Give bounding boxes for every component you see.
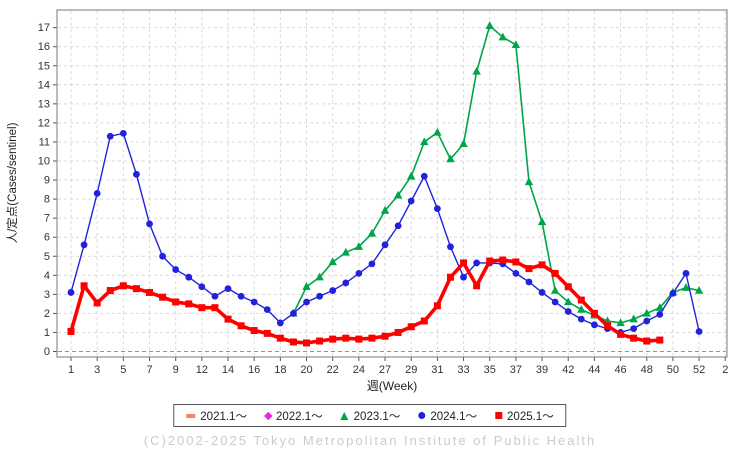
legend-item-20231: 2023.1～ (340, 408, 401, 424)
svg-text:9: 9 (173, 364, 179, 376)
svg-text:1: 1 (68, 364, 74, 376)
svg-text:14: 14 (222, 364, 234, 376)
svg-text:31: 31 (431, 364, 443, 376)
svg-text:46: 46 (614, 364, 626, 376)
svg-text:29: 29 (405, 364, 417, 376)
svg-text:10: 10 (38, 156, 50, 168)
legend-label: 2024.1～ (430, 410, 478, 423)
svg-text:1: 1 (44, 327, 50, 339)
svg-text:27: 27 (379, 364, 391, 376)
square-marker-icon (495, 412, 503, 419)
x-axis-title: 週(Week) (367, 379, 417, 393)
svg-text:2: 2 (44, 308, 50, 320)
triangle-marker-icon (340, 411, 349, 420)
svg-text:12: 12 (38, 117, 50, 129)
svg-text:7: 7 (146, 364, 152, 376)
data-series (67, 21, 704, 347)
svg-text:11: 11 (39, 136, 50, 148)
svg-text:2: 2 (722, 364, 728, 376)
svg-text:16: 16 (248, 364, 260, 376)
svg-text:22: 22 (327, 364, 339, 376)
svg-text:17: 17 (38, 22, 50, 34)
svg-text:6: 6 (44, 232, 50, 244)
circle-marker-icon (418, 412, 426, 419)
y-axis-title: 人/定点(Cases/sentinel) (5, 122, 19, 243)
legend-item-20221: 2022.1～ (263, 408, 323, 424)
dash-marker-icon (186, 413, 196, 418)
svg-text:48: 48 (641, 364, 653, 376)
svg-text:4: 4 (44, 270, 50, 282)
svg-text:0: 0 (44, 346, 50, 358)
svg-text:24: 24 (353, 364, 365, 376)
svg-text:5: 5 (44, 251, 50, 263)
svg-text:12: 12 (196, 364, 208, 376)
diamond-marker-icon (263, 411, 273, 420)
svg-text:7: 7 (44, 213, 50, 225)
svg-text:52: 52 (693, 364, 705, 376)
svg-text:44: 44 (588, 364, 600, 376)
legend-label: 2022.1～ (275, 410, 323, 423)
svg-text:35: 35 (484, 364, 496, 376)
svg-text:16: 16 (38, 41, 50, 53)
svg-text:13: 13 (38, 98, 50, 110)
legend-label: 2025.1～ (507, 410, 554, 423)
svg-text:37: 37 (510, 364, 522, 376)
svg-text:50: 50 (667, 364, 679, 376)
svg-text:18: 18 (274, 364, 286, 376)
svg-text:42: 42 (562, 364, 574, 376)
svg-text:14: 14 (38, 79, 50, 91)
legend-item-20241: 2024.1～ (418, 408, 477, 424)
svg-text:20: 20 (300, 364, 312, 376)
svg-text:3: 3 (44, 289, 50, 301)
chart-legend: 2021.1～ 2022.1～ 2023.1～ 2024.1～ 2025.1～ (173, 404, 567, 427)
svg-text:39: 39 (536, 364, 548, 376)
svg-text:15: 15 (38, 60, 50, 72)
legend-label: 2021.1～ (200, 410, 247, 423)
svg-text:5: 5 (120, 364, 126, 376)
svg-text:3: 3 (94, 364, 100, 376)
svg-text:8: 8 (44, 194, 50, 206)
grid-lines (58, 11, 726, 356)
legend-label: 2023.1～ (353, 410, 401, 423)
legend-item-20211: 2021.1～ (186, 408, 247, 424)
svg-text:33: 33 (457, 364, 469, 376)
legend-item-20251: 2025.1～ (495, 408, 554, 424)
svg-text:9: 9 (44, 175, 50, 187)
copyright-text: (C)2002-2025 Tokyo Metropolitan Institut… (143, 433, 597, 448)
